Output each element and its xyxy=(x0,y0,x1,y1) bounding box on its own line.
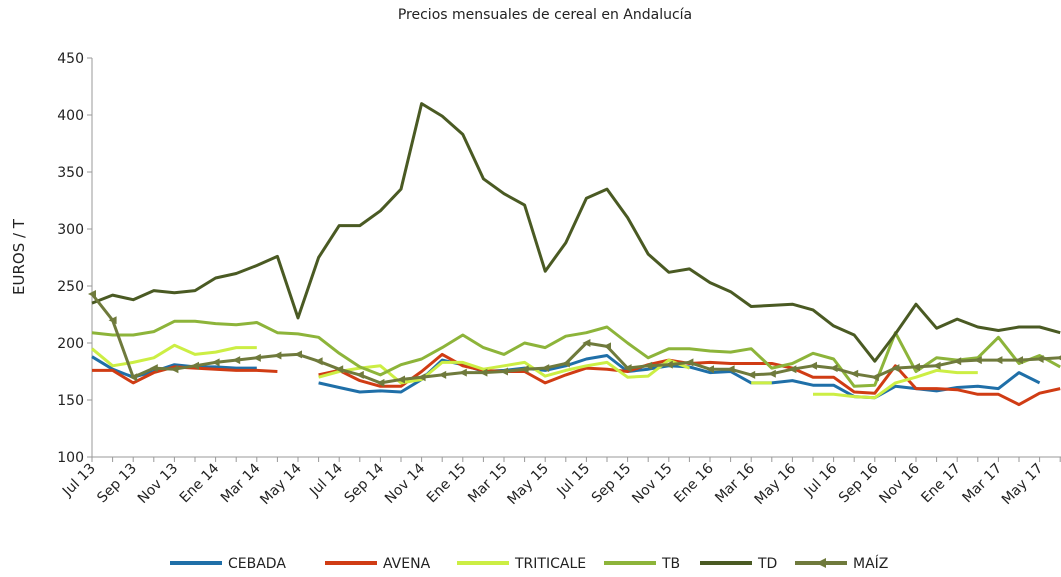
x-tick-label: Nov 14 xyxy=(382,460,428,506)
marker xyxy=(788,365,797,374)
legend-label: TRITICALE xyxy=(514,556,586,572)
marker xyxy=(108,316,117,325)
legend-label: MAÍZ xyxy=(853,555,888,572)
marker xyxy=(520,365,529,374)
x-tick-label: May 17 xyxy=(999,461,1047,509)
marker xyxy=(149,364,158,373)
x-tick-label: Jul 15 xyxy=(554,461,594,501)
marker xyxy=(912,362,920,371)
marker xyxy=(1035,354,1044,363)
y-axis-label: EUROS / T xyxy=(10,218,28,295)
marker xyxy=(1056,355,1061,361)
marker xyxy=(417,373,426,382)
marker xyxy=(438,370,447,379)
legend-marker xyxy=(816,558,826,568)
y-tick-label: 250 xyxy=(57,279,84,295)
marker xyxy=(170,365,179,374)
marker xyxy=(1015,356,1023,365)
legend-label: CEBADA xyxy=(228,556,286,572)
marker xyxy=(541,364,550,373)
marker xyxy=(458,368,467,377)
x-tick-label: Mar 17 xyxy=(959,461,1005,507)
x-tick-label: Nov 13 xyxy=(135,461,181,507)
y-tick-label: 450 xyxy=(57,51,84,67)
marker xyxy=(953,357,962,366)
y-tick-label: 200 xyxy=(57,336,84,352)
marker xyxy=(891,364,900,373)
x-tick-label: Sep 15 xyxy=(589,461,635,507)
x-tick-label: Sep 14 xyxy=(342,460,388,506)
x-tick-label: Nov 16 xyxy=(876,460,922,506)
x-tick-label: Ene 16 xyxy=(671,460,717,506)
marker xyxy=(294,350,302,359)
marker xyxy=(376,378,385,387)
marker xyxy=(829,364,838,373)
marker xyxy=(273,351,282,360)
series-line xyxy=(91,319,1061,388)
marker xyxy=(747,370,756,379)
x-tick-label: Jul 13 xyxy=(59,461,99,501)
x-tick-label: Jul 14 xyxy=(306,460,346,500)
x-tick-label: Sep 16 xyxy=(836,460,882,506)
series-line xyxy=(91,102,1061,363)
marker xyxy=(870,373,879,382)
marker xyxy=(314,357,323,366)
marker xyxy=(644,361,653,370)
x-tick-label: Nov 15 xyxy=(629,461,675,507)
marker xyxy=(355,370,364,379)
chart-title: Precios mensuales de cereal en Andalucía xyxy=(398,7,692,23)
y-tick-label: 150 xyxy=(57,393,84,409)
y-tick-label: 350 xyxy=(57,165,84,181)
marker xyxy=(973,356,982,365)
x-tick-label: Sep 13 xyxy=(94,461,140,507)
marker xyxy=(685,358,694,367)
marker xyxy=(500,367,508,376)
marker xyxy=(623,364,632,373)
marker xyxy=(211,358,220,367)
marker xyxy=(88,289,96,298)
marker xyxy=(726,365,735,374)
x-tick-label: May 16 xyxy=(752,460,800,508)
marker xyxy=(479,368,488,377)
marker xyxy=(397,375,405,384)
marker xyxy=(850,369,859,378)
y-tick-label: 400 xyxy=(57,108,84,124)
x-tick-label: Ene 15 xyxy=(424,461,470,507)
marker xyxy=(706,365,714,374)
marker xyxy=(809,361,817,370)
x-tick-label: Ene 14 xyxy=(177,460,223,506)
marker xyxy=(932,361,941,370)
legend-label: TD xyxy=(757,556,777,572)
legend-label: AVENA xyxy=(383,556,431,572)
x-tick-label: Mar 15 xyxy=(465,461,511,507)
marker xyxy=(191,361,199,370)
marker xyxy=(994,356,1003,365)
y-tick-label: 100 xyxy=(57,450,84,466)
marker xyxy=(664,360,673,369)
marker xyxy=(252,353,261,362)
marker xyxy=(232,356,241,365)
marker xyxy=(603,342,611,351)
x-tick-label: Ene 17 xyxy=(918,461,964,507)
marker xyxy=(767,369,776,378)
x-tick-label: May 14 xyxy=(257,460,305,508)
y-tick-label: 300 xyxy=(57,222,84,238)
marker xyxy=(129,373,138,382)
series-line xyxy=(91,343,978,400)
marker xyxy=(561,359,570,368)
marker xyxy=(582,339,591,347)
x-tick-label: Jul 16 xyxy=(801,460,841,500)
x-tick-label: May 15 xyxy=(504,461,552,509)
x-tick-label: Mar 16 xyxy=(712,460,758,506)
legend-label: TB xyxy=(661,556,680,572)
x-tick-label: Mar 14 xyxy=(218,460,264,506)
marker xyxy=(335,365,344,374)
